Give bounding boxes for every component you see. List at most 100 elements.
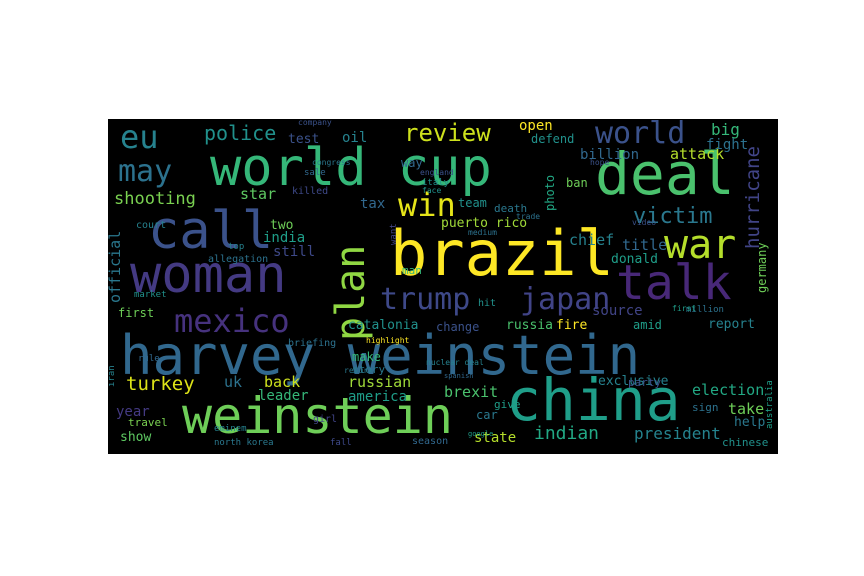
word: iran: [108, 365, 117, 387]
word: first: [118, 306, 155, 320]
word: photo: [543, 174, 557, 211]
word: talk: [616, 255, 732, 311]
word: review: [404, 119, 491, 147]
word: team: [458, 196, 487, 210]
word: still: [273, 244, 316, 260]
word: party: [628, 376, 662, 389]
word: russia: [506, 318, 553, 333]
word: back: [264, 373, 301, 391]
word: killed: [292, 186, 329, 197]
word: australia: [765, 380, 775, 429]
word: two: [270, 218, 294, 233]
word: win: [398, 186, 456, 224]
word: top: [228, 242, 245, 252]
word: oil: [342, 130, 368, 146]
word: weinstein: [182, 387, 453, 445]
word: italy: [422, 178, 450, 188]
word: show: [120, 430, 152, 445]
word: sale: [304, 168, 326, 178]
word: victim: [633, 204, 713, 229]
word: court: [136, 220, 167, 231]
word: harvey weinstein: [120, 324, 641, 387]
word: exclusive: [598, 374, 669, 389]
word: call: [148, 201, 274, 261]
word: indian: [534, 423, 600, 444]
word: woman: [130, 245, 287, 305]
word: hope: [590, 158, 610, 167]
word: company: [298, 119, 332, 127]
word: official: [108, 230, 124, 303]
word-cloud: harvey weinstein world cup brazil china …: [108, 119, 778, 454]
word: chinese: [722, 436, 769, 449]
word: may: [118, 154, 173, 189]
word: catalonia: [348, 318, 419, 333]
word: trade: [516, 212, 541, 221]
word: turkey: [126, 373, 195, 395]
word: sign: [692, 401, 719, 414]
word: help: [734, 415, 766, 430]
word: highlight: [366, 336, 410, 345]
word: hurricane: [742, 146, 764, 249]
word: england: [420, 168, 454, 177]
word: first: [672, 304, 697, 313]
word: medium: [468, 228, 497, 237]
word: briefing: [288, 338, 337, 349]
word: hit: [478, 298, 497, 309]
word: story: [352, 363, 386, 376]
word: russian: [348, 373, 412, 391]
word: google: [468, 430, 494, 438]
word: attack: [670, 145, 725, 163]
word: germany: [755, 242, 769, 293]
word: want: [389, 223, 399, 245]
word: brazil: [390, 217, 614, 290]
word: fall: [330, 438, 352, 448]
word: fire: [556, 318, 588, 333]
word: report: [708, 317, 755, 332]
word: ban: [566, 176, 588, 190]
word: rule: [138, 354, 160, 364]
word: puerto rico: [441, 216, 528, 231]
word: season: [412, 436, 449, 447]
word: uk: [224, 373, 243, 391]
word: star: [240, 185, 277, 203]
word: big: [711, 120, 740, 139]
word: defend: [531, 132, 575, 146]
word: shooting: [114, 189, 196, 209]
word: president: [634, 424, 721, 443]
word: million: [686, 305, 724, 315]
word: brexit: [444, 383, 499, 401]
word: car: [476, 408, 498, 422]
word: market: [134, 290, 167, 300]
word: world cup: [210, 138, 492, 198]
word: tax: [360, 196, 386, 212]
word: face: [422, 186, 442, 195]
word: return: [344, 366, 373, 375]
word: video: [632, 218, 657, 227]
word: fight: [706, 137, 749, 153]
word: eu: [120, 119, 159, 156]
word: deal: [595, 140, 735, 208]
word: make: [352, 350, 381, 364]
word: congress: [312, 158, 351, 167]
word: give: [494, 398, 521, 411]
word: trump: [380, 282, 471, 317]
word: india: [263, 230, 306, 246]
word: china: [506, 366, 681, 434]
word: nuclear deal: [426, 358, 484, 367]
word: police: [204, 121, 277, 145]
word: state: [474, 430, 517, 446]
word: eminem: [214, 424, 247, 434]
word: source: [592, 303, 643, 319]
word: death: [494, 202, 528, 215]
word: north korea: [214, 438, 274, 448]
word: amid: [633, 318, 662, 332]
word: spanish: [444, 372, 474, 380]
word: japan: [520, 282, 611, 317]
word: man: [402, 264, 422, 277]
word: open: [519, 119, 553, 134]
word: way: [401, 156, 423, 170]
word: girl: [313, 414, 338, 425]
word: travel: [128, 416, 168, 429]
word: take: [728, 400, 765, 418]
word: donald: [611, 252, 658, 267]
